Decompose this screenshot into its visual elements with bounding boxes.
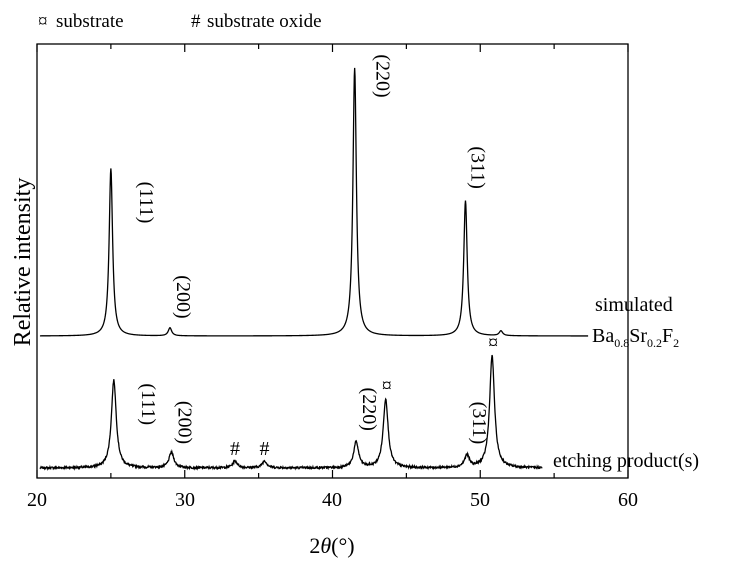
x-tick-label: 40	[322, 489, 342, 511]
series-label-line1: simulated	[595, 294, 673, 316]
peak-label: (200)	[172, 275, 194, 318]
peak-label: (220)	[372, 54, 394, 97]
peak-label: (311)	[466, 146, 488, 189]
legend-oxide-label: substrate oxide	[207, 11, 322, 32]
legend: ¤ substrate # substrate oxide	[38, 11, 322, 32]
series-label-formula: Ba0.8Sr0.2F2	[592, 325, 679, 350]
traces	[39, 67, 589, 472]
peak-label: (111)	[137, 383, 159, 425]
legend-oxide-marker: #	[191, 11, 201, 32]
x-tick-labels: 20 30 40 50 60	[27, 489, 638, 511]
y-axis-title: Relative intensity	[10, 178, 36, 347]
x-tick-label: 20	[27, 489, 47, 511]
peak-label: (111)	[135, 182, 157, 224]
legend-substrate-label: substrate	[56, 11, 124, 32]
peak-labels: (111)(200)(220)(311)(111) (200)# #(220)¤(3…	[135, 54, 498, 460]
x-axis-ticks	[36, 44, 629, 478]
oxide-marker: #	[230, 438, 240, 460]
substrate-marker: ¤	[488, 332, 498, 354]
x-tick-label: 30	[175, 489, 195, 511]
series-line-etching	[39, 354, 543, 472]
series-label-etching: etching product(s)	[553, 450, 699, 472]
peak-label: (220)	[358, 388, 380, 431]
x-tick-label: 60	[618, 489, 638, 511]
peak-label: (200)	[173, 401, 195, 444]
x-axis-title: 2θ(°)	[309, 533, 354, 558]
peak-label: (311)	[468, 402, 490, 445]
series-label-simulated: simulated Ba0.8Sr0.2F2	[592, 294, 679, 350]
legend-substrate-marker: ¤	[38, 11, 48, 32]
oxide-marker: #	[260, 438, 270, 460]
substrate-marker: ¤	[382, 375, 392, 397]
plot-frame	[36, 43, 629, 479]
x-tick-label: 50	[470, 489, 490, 511]
series-line-simulated	[39, 67, 589, 337]
